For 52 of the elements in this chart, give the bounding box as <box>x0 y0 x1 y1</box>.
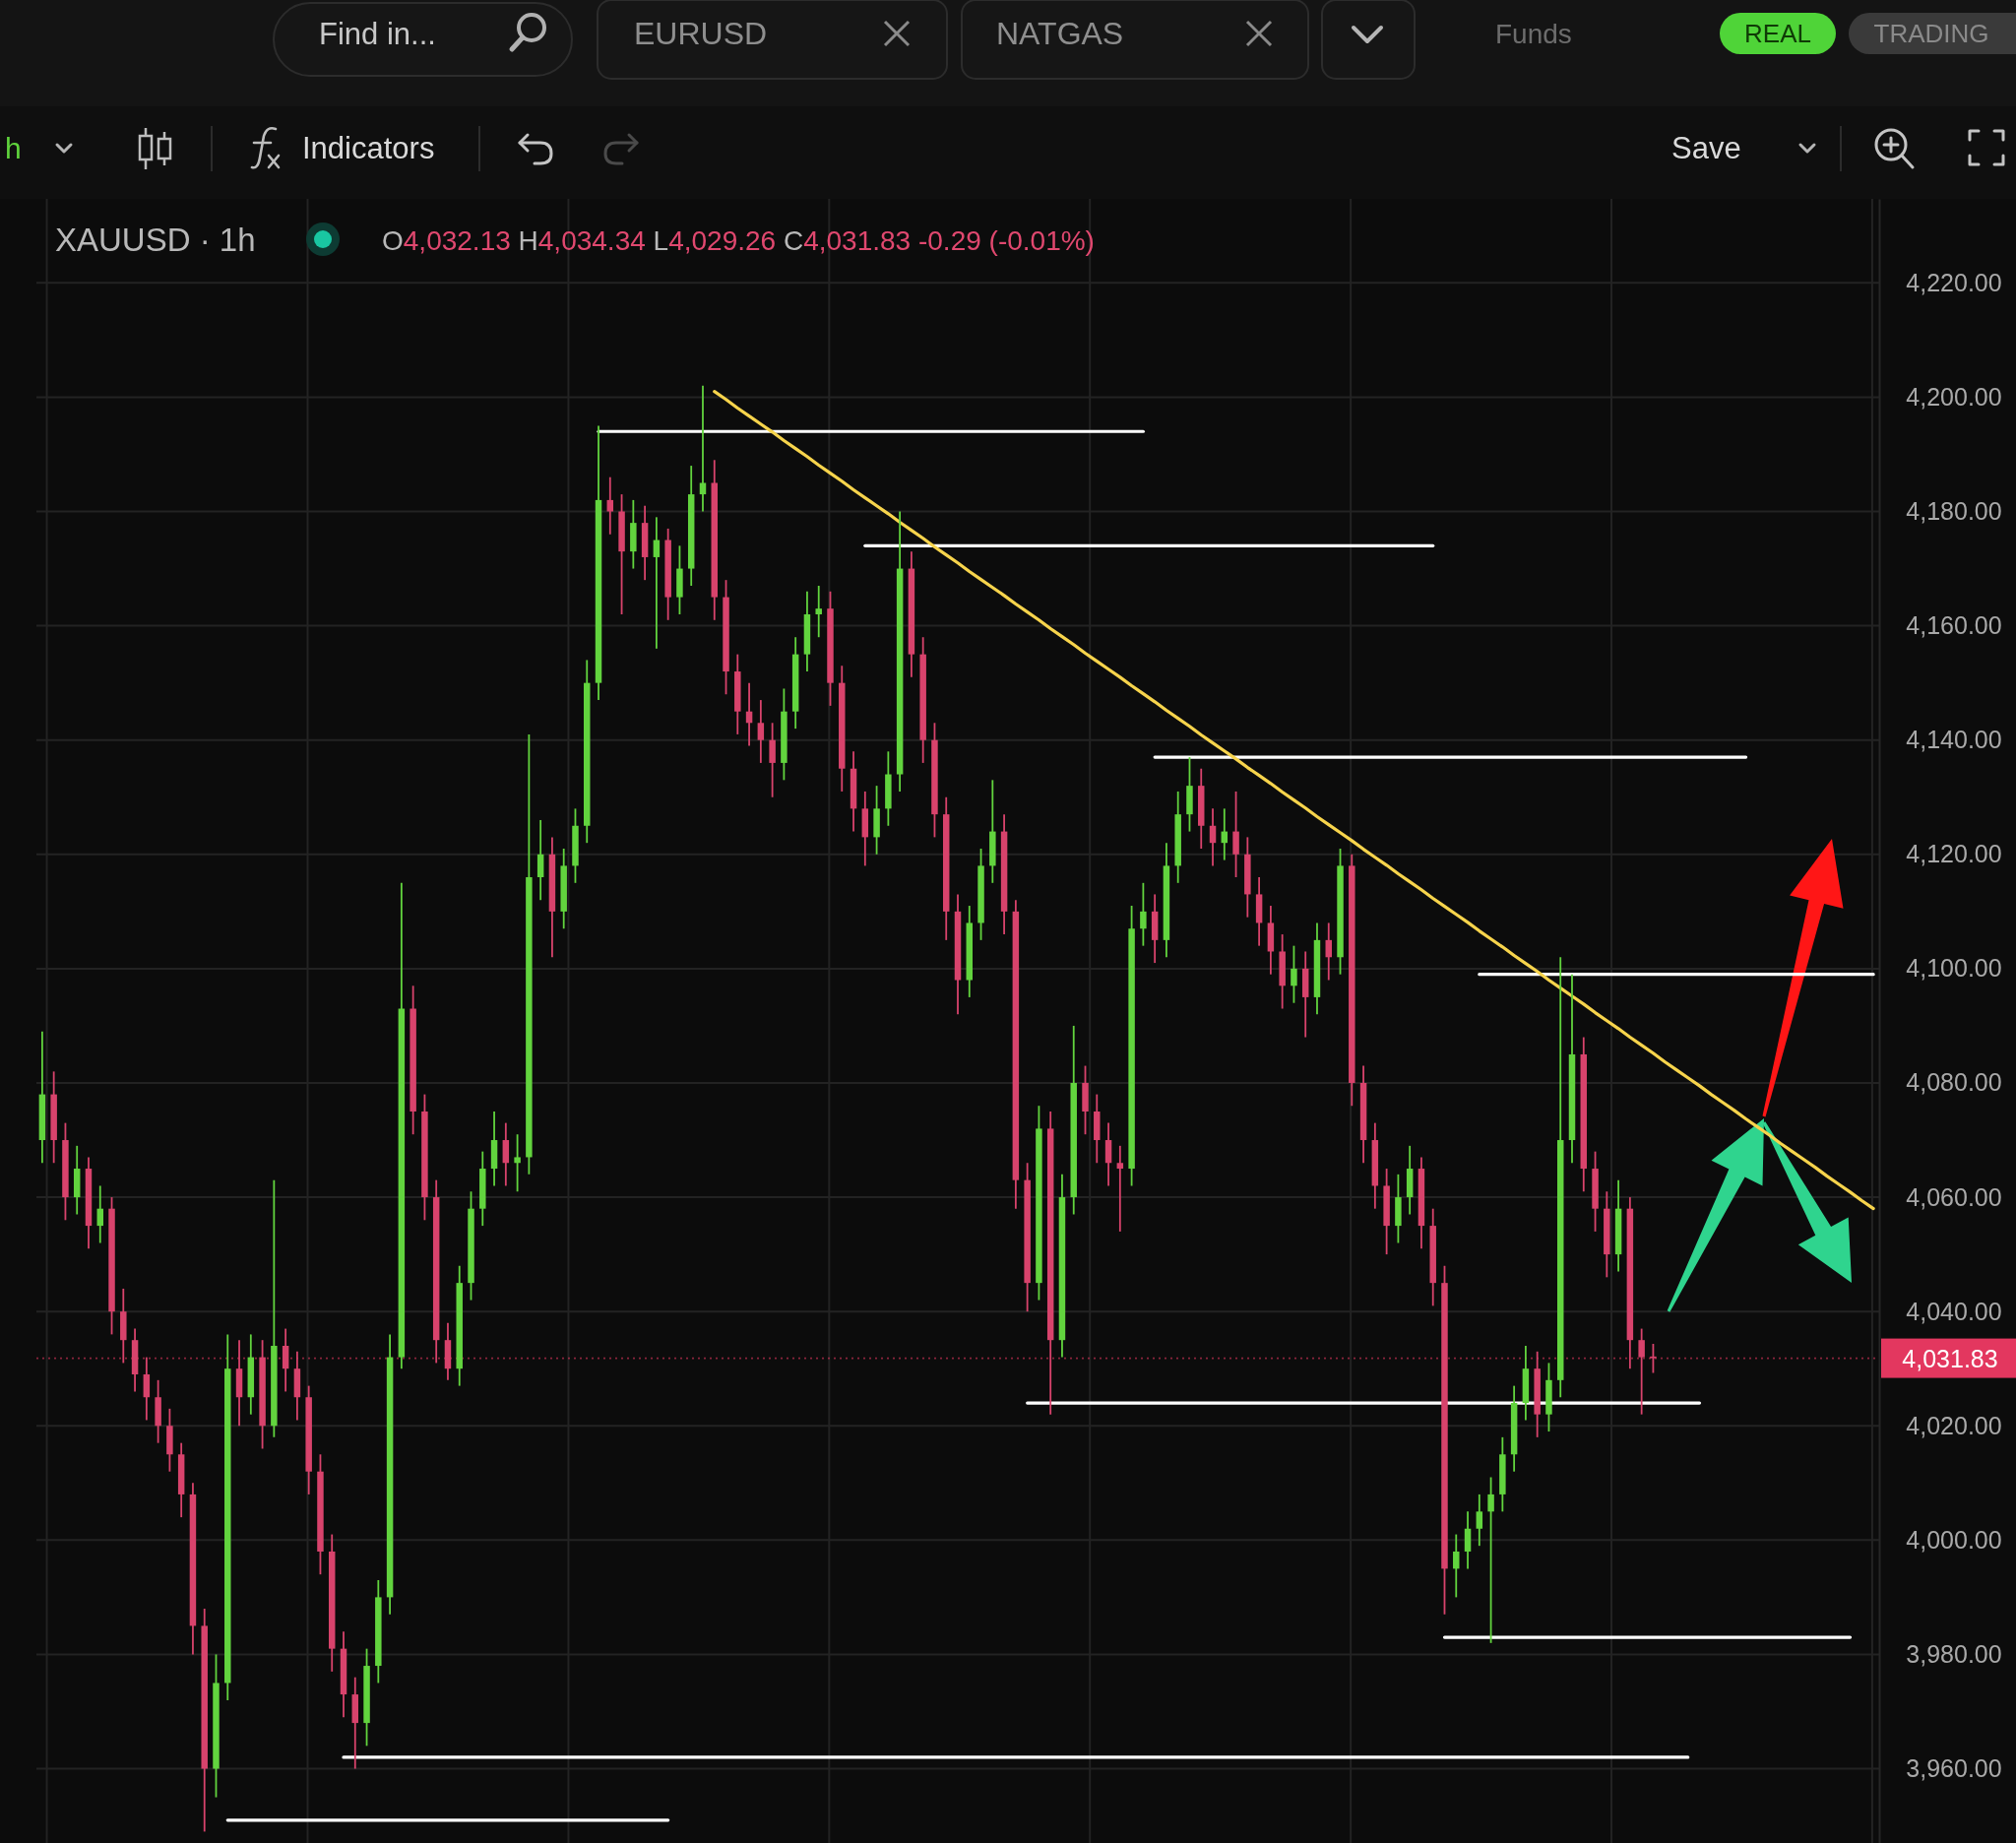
text: XAUUSD · 1h <box>55 222 256 258</box>
y-tick-label: 4,220.00 <box>1906 268 2002 296</box>
candlestick <box>1638 1327 1645 1416</box>
candlestick <box>282 1327 289 1393</box>
candlestick <box>699 384 707 513</box>
y-tick-label: 4,180.00 <box>1906 497 2002 526</box>
y-tick-label: 4,040.00 <box>1906 1297 2002 1325</box>
text: NATGAS <box>996 16 1124 51</box>
y-tick-label: 4,140.00 <box>1906 726 2002 754</box>
text: Indicators <box>302 131 435 165</box>
y-tick-label: 4,160.00 <box>1906 611 2002 640</box>
text: Save <box>1671 131 1741 165</box>
line-series <box>713 390 1875 1211</box>
candlestick <box>1325 922 1332 982</box>
candlestick <box>1232 791 1239 878</box>
y-tick-label: 4,200.00 <box>1906 382 2002 411</box>
candlestick <box>1487 1476 1494 1644</box>
candlestick <box>1453 1533 1460 1599</box>
ref-line-label: 4,031.83 <box>1902 1344 1998 1372</box>
y-tick-label: 4,000.00 <box>1906 1525 2002 1554</box>
candlestick <box>1476 1493 1483 1548</box>
candlestick <box>1291 944 1297 1004</box>
candlestick <box>536 819 544 902</box>
y-tick-label: 4,080.00 <box>1906 1068 2002 1097</box>
candlestick <box>1104 1121 1112 1187</box>
text: O4,032.13 H4,034.34 L4,029.26 C4,031.83 -0.29 (-0.01%) <box>382 225 1095 256</box>
candlestick <box>769 722 776 798</box>
candlestick <box>143 1356 151 1422</box>
candlestick <box>1464 1510 1472 1570</box>
y-tick-label: 4,020.00 <box>1906 1411 2002 1439</box>
candlestick <box>757 699 765 764</box>
y-tick-label: 4,100.00 <box>1906 954 2002 983</box>
candlestick <box>1116 1144 1124 1233</box>
candlestick <box>96 1184 103 1244</box>
candlestick <box>606 476 614 536</box>
text: h <box>5 132 22 164</box>
y-tick-label: 4,120.00 <box>1906 840 2002 868</box>
candlestick <box>1650 1343 1657 1374</box>
candlestick <box>815 585 822 639</box>
text: TRADING <box>1873 19 1989 48</box>
candlestick <box>1209 807 1217 867</box>
candlestick <box>1140 881 1147 947</box>
y-tick-label: 4,060.00 <box>1906 1182 2002 1211</box>
y-tick-label: 3,980.00 <box>1906 1639 2002 1668</box>
candlestick <box>514 1133 521 1193</box>
text: Funds <box>1495 19 1572 49</box>
candlestick <box>653 516 661 650</box>
text: Find in... <box>319 17 436 51</box>
y-tick-label: 3,960.00 <box>1906 1754 2002 1783</box>
text: REAL <box>1744 19 1811 48</box>
text: EURUSD <box>634 16 768 51</box>
candlestick <box>502 1121 510 1187</box>
